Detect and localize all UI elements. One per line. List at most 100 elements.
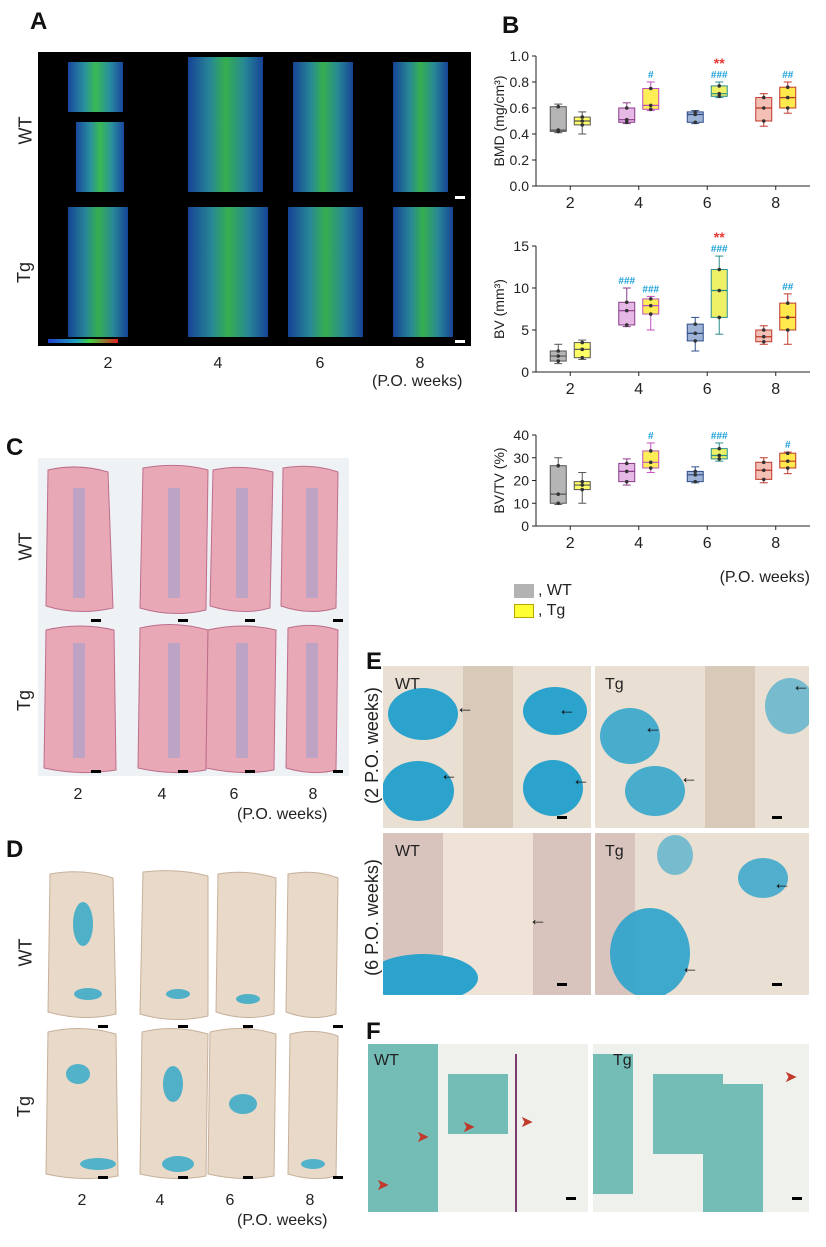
y-tick-label: 0.8 bbox=[510, 74, 530, 90]
week-label: 6 bbox=[229, 786, 239, 803]
data-point bbox=[693, 322, 698, 326]
week-label: 4 bbox=[213, 355, 223, 372]
arrow-indicator: ← bbox=[773, 873, 791, 893]
legend-label-wt: , WT bbox=[538, 582, 572, 599]
box-wt bbox=[618, 301, 636, 326]
scale-bar bbox=[243, 1025, 253, 1028]
week-label: 2 bbox=[73, 786, 83, 803]
x-tick-label: 2 bbox=[566, 535, 575, 552]
legend-label-tg: , Tg bbox=[538, 602, 566, 619]
scale-bar bbox=[243, 1176, 253, 1179]
row-label-wt: WT bbox=[15, 532, 36, 561]
arrow-indicator: ← bbox=[572, 769, 590, 789]
scale-bar bbox=[333, 619, 343, 622]
panel-label-b: B bbox=[502, 12, 520, 39]
data-point bbox=[624, 120, 629, 125]
data-point bbox=[556, 501, 561, 506]
significance-marker: ### bbox=[711, 70, 728, 81]
alcian-tg-6wk-image bbox=[595, 833, 809, 995]
arrow-indicator: ← bbox=[644, 717, 662, 737]
alcian-tg-2wk-image bbox=[595, 666, 809, 828]
significance-marker: ** bbox=[714, 55, 725, 71]
microct-image-panel bbox=[38, 52, 471, 346]
trap-wt-image bbox=[368, 1044, 588, 1212]
data-point bbox=[761, 119, 766, 123]
data-point bbox=[624, 461, 629, 466]
alcian-stain-image-panel bbox=[38, 864, 349, 1182]
image-tag-wt: WT bbox=[395, 676, 420, 693]
image-tag-wt: WT bbox=[374, 1052, 399, 1069]
data-point bbox=[580, 487, 585, 492]
data-point bbox=[785, 301, 790, 305]
significance-marker: # bbox=[648, 431, 654, 442]
data-point bbox=[648, 103, 653, 108]
data-point bbox=[785, 459, 790, 463]
alcian-wt-2wk-image bbox=[383, 666, 591, 828]
x-tick-label: 4 bbox=[634, 381, 643, 398]
arrow-indicator: ← bbox=[456, 697, 474, 717]
week-label: 8 bbox=[305, 1192, 315, 1209]
data-point bbox=[785, 451, 790, 456]
data-point bbox=[693, 339, 698, 343]
weeks-unit-label: (P.O. weeks) bbox=[372, 373, 463, 390]
data-point bbox=[693, 473, 698, 477]
y-tick-label: 30 bbox=[513, 450, 529, 466]
x-tick-label: 8 bbox=[771, 195, 780, 212]
red-arrowhead: ➤ bbox=[462, 1119, 476, 1136]
scale-bar bbox=[772, 983, 782, 986]
y-tick-label: 40 bbox=[513, 427, 529, 443]
scale-bar bbox=[245, 619, 255, 622]
week-label: 2 bbox=[77, 1192, 87, 1209]
scale-bar bbox=[98, 1025, 108, 1028]
x-tick-label: 6 bbox=[703, 381, 712, 398]
weeks-unit-label: (P.O. weeks) bbox=[237, 806, 328, 823]
scale-bar bbox=[178, 1176, 188, 1179]
data-point bbox=[717, 94, 722, 99]
y-axis-label: BMD (mg/cm³) bbox=[491, 76, 507, 167]
y-axis-label: BV/TV (%) bbox=[491, 447, 507, 513]
significance-marker: ## bbox=[782, 282, 794, 293]
data-point bbox=[580, 115, 585, 119]
data-point bbox=[556, 354, 561, 358]
data-point bbox=[624, 479, 629, 484]
data-point bbox=[580, 123, 585, 127]
data-point bbox=[556, 349, 561, 353]
data-point bbox=[761, 477, 766, 482]
scale-bar bbox=[566, 1197, 576, 1200]
box-wt bbox=[549, 106, 567, 132]
y-tick-label: 20 bbox=[513, 473, 529, 489]
data-point bbox=[717, 457, 722, 461]
data-point bbox=[693, 331, 698, 336]
data-point bbox=[785, 106, 790, 110]
y-tick-label: 0.6 bbox=[510, 100, 530, 116]
row-label-wt: WT bbox=[15, 938, 36, 967]
x-tick-label: 8 bbox=[771, 381, 780, 398]
arrow-indicator: ← bbox=[680, 767, 698, 787]
image-tag-tg: Tg bbox=[613, 1052, 632, 1069]
significance-marker: ## bbox=[782, 70, 794, 81]
scale-bar bbox=[178, 1025, 188, 1028]
arrow-indicator: ← bbox=[681, 957, 699, 977]
significance-marker: # bbox=[648, 70, 654, 81]
scale-bar bbox=[772, 816, 782, 819]
microct-tg-row bbox=[68, 207, 453, 337]
data-point bbox=[717, 288, 722, 293]
data-point bbox=[761, 106, 766, 110]
y-tick-label: 0.0 bbox=[510, 178, 530, 194]
data-point bbox=[624, 308, 629, 313]
data-point bbox=[648, 449, 653, 453]
he-stain-render bbox=[43, 464, 339, 774]
y-tick-label: 10 bbox=[513, 280, 529, 296]
red-arrowhead: ➤ bbox=[376, 1177, 390, 1194]
scale-bar bbox=[245, 770, 255, 773]
scale-bar bbox=[91, 770, 101, 773]
data-point bbox=[624, 106, 629, 110]
week-label: 6 bbox=[315, 355, 325, 372]
panel-label-f: F bbox=[366, 1018, 381, 1045]
week-label: 6 bbox=[225, 1192, 235, 1209]
arrow-indicator: ← bbox=[440, 764, 458, 784]
scale-bar bbox=[91, 619, 101, 622]
image-tag-wt: WT bbox=[395, 843, 420, 860]
y-tick-label: 0 bbox=[521, 364, 529, 380]
